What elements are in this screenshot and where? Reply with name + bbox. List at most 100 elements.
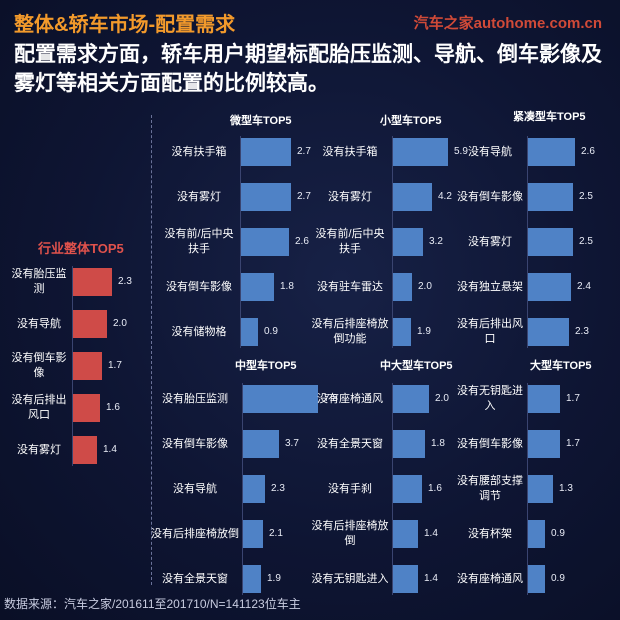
bar-row: 没有导航 2.0 — [8, 310, 168, 338]
category-label: 没有导航 — [468, 145, 512, 158]
value-label: 1.9 — [417, 326, 431, 337]
value-label: 2.5 — [579, 191, 593, 202]
page-subtitle: 配置需求方面，轿车用户期望标配胎压监测、导航、倒车影像及雾灯等相关方面配置的比例… — [14, 43, 602, 95]
value-label: 0.9 — [551, 573, 565, 584]
category-label: 没有倒车影像 — [457, 437, 523, 450]
bar-row: 没有后排座椅放倒功能 1.9 — [310, 318, 470, 346]
bar — [73, 310, 107, 338]
bar-row: 没有座椅通风 2.0 — [310, 385, 470, 413]
category-label: 没有后排座椅放倒功能 — [311, 318, 389, 345]
bar — [528, 318, 569, 346]
value-label: 7.8 — [324, 393, 338, 404]
bar-row: 没有雾灯 4.2 — [310, 183, 470, 211]
value-label: 1.7 — [108, 360, 122, 371]
axis-line — [392, 136, 393, 348]
category-label: 没有倒车影像 — [457, 190, 523, 203]
bar — [393, 138, 448, 166]
category-label: 没有倒车影像 — [166, 280, 232, 293]
axis-line — [527, 383, 528, 595]
brand-watermark: 汽车之家autohome.com.cn — [413, 15, 602, 32]
bar — [528, 430, 560, 458]
bar — [73, 268, 112, 296]
value-label: 1.4 — [103, 444, 117, 455]
chart-title: 行业整体TOP5 — [38, 241, 124, 256]
value-label: 2.3 — [575, 326, 589, 337]
category-label: 没有后排出风口 — [457, 318, 523, 345]
bar-row: 没有后排出风口 2.3 — [455, 318, 615, 346]
category-label: 没有雾灯 — [468, 235, 512, 248]
bar — [528, 520, 545, 548]
category-label: 没有座椅通风 — [317, 392, 383, 405]
bar-row: 没有全景天窗 1.8 — [310, 430, 470, 458]
bar-row: 没有腰部支撑调节 1.3 — [455, 475, 615, 503]
bar — [393, 183, 432, 211]
value-label: 2.1 — [269, 528, 283, 539]
bar-row: 没有导航 2.6 — [455, 138, 615, 166]
bar-row: 没有倒车影像 1.8 — [160, 273, 320, 301]
bar — [393, 273, 412, 301]
category-label: 没有后排座椅放倒 — [311, 520, 389, 547]
bar — [241, 138, 291, 166]
bar-row: 没有后排出风口 1.6 — [8, 394, 168, 422]
chart-title: 微型车TOP5 — [230, 115, 292, 127]
value-label: 1.4 — [424, 573, 438, 584]
bar-row: 没有手刹 1.6 — [310, 475, 470, 503]
bar-row: 没有扶手箱 2.7 — [160, 138, 320, 166]
bar-row: 没有无钥匙进入 1.7 — [455, 385, 615, 413]
category-label: 没有无钥匙进入 — [457, 385, 523, 412]
category-label: 没有雾灯 — [177, 190, 221, 203]
value-label: 2.3 — [118, 276, 132, 287]
bar — [243, 520, 263, 548]
axis-line — [527, 136, 528, 348]
value-label: 4.2 — [438, 191, 452, 202]
value-label: 2.4 — [577, 281, 591, 292]
axis-line — [242, 383, 243, 595]
bar-row: 没有前/后中央扶手 2.6 — [160, 228, 320, 256]
value-label: 3.7 — [285, 438, 299, 449]
axis-line — [72, 266, 73, 466]
bar-row: 没有雾灯 2.7 — [160, 183, 320, 211]
bar-row: 没有倒车影像 1.7 — [455, 430, 615, 458]
bar — [528, 183, 573, 211]
bar — [241, 318, 258, 346]
bar — [241, 228, 289, 256]
value-label: 0.9 — [264, 326, 278, 337]
value-label: 1.9 — [267, 573, 281, 584]
category-label: 没有扶手箱 — [171, 145, 227, 158]
value-label: 1.6 — [106, 402, 120, 413]
value-label: 0.9 — [551, 528, 565, 539]
bar-row: 没有胎压监测 7.8 — [150, 385, 338, 413]
bar-row: 没有后排座椅放倒 2.1 — [150, 520, 310, 548]
category-label: 没有腰部支撑调节 — [457, 475, 523, 502]
value-label: 2.6 — [581, 146, 595, 157]
bar-row: 没有雾灯 1.4 — [8, 436, 168, 464]
value-label: 2.0 — [418, 281, 432, 292]
bar — [393, 385, 429, 413]
data-source-note: 数据来源：汽车之家/201611至201710/N=141123位车主 — [4, 597, 301, 611]
category-label: 没有倒车影像 — [11, 352, 67, 379]
bar — [393, 228, 423, 256]
bar-row: 没有后排座椅放倒 1.4 — [310, 520, 470, 548]
bar — [528, 228, 573, 256]
value-label: 2.0 — [435, 393, 449, 404]
axis-line — [392, 383, 393, 595]
category-label: 没有储物格 — [171, 325, 227, 338]
chart-title: 中型车TOP5 — [235, 360, 297, 372]
category-label: 没有独立悬架 — [457, 280, 523, 293]
value-label: 1.3 — [559, 483, 573, 494]
value-label: 1.8 — [280, 281, 294, 292]
category-label: 没有全景天窗 — [317, 437, 383, 450]
bar — [528, 385, 560, 413]
bar-row: 没有独立悬架 2.4 — [455, 273, 615, 301]
bar-row: 没有全景天窗 1.9 — [150, 565, 310, 593]
bar — [73, 394, 100, 422]
category-label: 没有倒车影像 — [162, 437, 228, 450]
bar — [528, 475, 553, 503]
bar-row: 没有雾灯 2.5 — [455, 228, 615, 256]
value-label: 2.6 — [295, 236, 309, 247]
bar — [241, 273, 274, 301]
bar-row: 没有扶手箱 5.9 — [310, 138, 470, 166]
bar — [528, 273, 571, 301]
bar — [393, 475, 422, 503]
value-label: 1.7 — [566, 393, 580, 404]
